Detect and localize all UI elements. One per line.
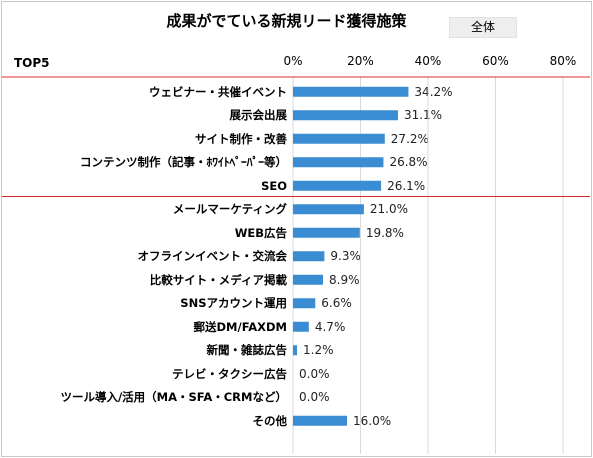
value-label: 0.0% xyxy=(299,390,330,405)
bar-2 xyxy=(293,110,398,121)
value-label: 6.6% xyxy=(321,296,352,311)
bar-6 xyxy=(293,204,364,215)
x-tick-label: 40% xyxy=(414,54,442,68)
x-tick-label: 80% xyxy=(549,54,577,68)
category-label: 郵送DM/FAXDM xyxy=(193,319,287,334)
value-label: 21.0% xyxy=(369,202,408,217)
top5-label: TOP5 xyxy=(14,56,50,70)
category-label: WEB広告 xyxy=(234,225,287,240)
category-label: 展示会出展 xyxy=(229,108,288,123)
value-label: 1.2% xyxy=(303,343,334,358)
value-label: 26.1% xyxy=(387,178,426,193)
x-tick-label: 20% xyxy=(347,54,374,68)
category-label: SNSアカウント運用 xyxy=(180,296,287,311)
x-tick-label: 60% xyxy=(482,54,509,68)
chart-title: 成果がでている新規リード獲得施策 xyxy=(0,10,593,31)
category-label: オフラインイベント・交流会 xyxy=(137,249,288,264)
value-label: 31.1% xyxy=(403,108,443,123)
segment-filter-label: 全体 xyxy=(449,17,517,38)
bar-15 xyxy=(293,415,347,426)
bar-7 xyxy=(293,227,360,238)
bar-8 xyxy=(293,251,325,262)
category-label: ウェビナー・共催イベント xyxy=(149,84,287,99)
category-label: ツール導入/活用（MA・SFA・CRMなど） xyxy=(60,390,287,405)
category-label: テレビ・タクシー広告 xyxy=(172,366,287,381)
bar-11 xyxy=(293,321,309,332)
bar-5 xyxy=(293,180,382,191)
bar-1 xyxy=(293,86,409,97)
value-label: 0.0% xyxy=(299,366,330,381)
bar-10 xyxy=(293,298,316,309)
category-label: 新聞・雑誌広告 xyxy=(206,343,288,358)
category-label: SEO xyxy=(261,178,287,193)
value-label: 34.2% xyxy=(414,84,453,99)
value-label: 9.3% xyxy=(330,249,361,264)
value-label: 4.7% xyxy=(314,319,346,334)
bar-12 xyxy=(293,345,298,356)
category-label: コンテンツ制作（記事・ﾎﾜｲﾄﾍﾟｰﾊﾟｰ等） xyxy=(80,155,287,170)
value-label: 27.2% xyxy=(390,131,429,146)
bar-9 xyxy=(293,274,324,285)
category-label: その他 xyxy=(252,413,288,428)
category-label: メールマーケティング xyxy=(172,202,287,217)
bar-4 xyxy=(293,157,384,168)
chart-title-text: 成果がでている新規リード獲得施策 xyxy=(166,12,407,30)
value-label: 8.9% xyxy=(329,272,360,287)
value-label: 26.8% xyxy=(389,155,428,170)
bar-3 xyxy=(293,133,385,144)
value-label: 19.8% xyxy=(365,225,404,240)
category-label: 比較サイト・メディア掲載 xyxy=(149,272,287,287)
x-tick-label: 0% xyxy=(283,54,303,68)
value-label: 16.0% xyxy=(353,413,392,428)
category-label: サイト制作・改善 xyxy=(195,131,287,146)
